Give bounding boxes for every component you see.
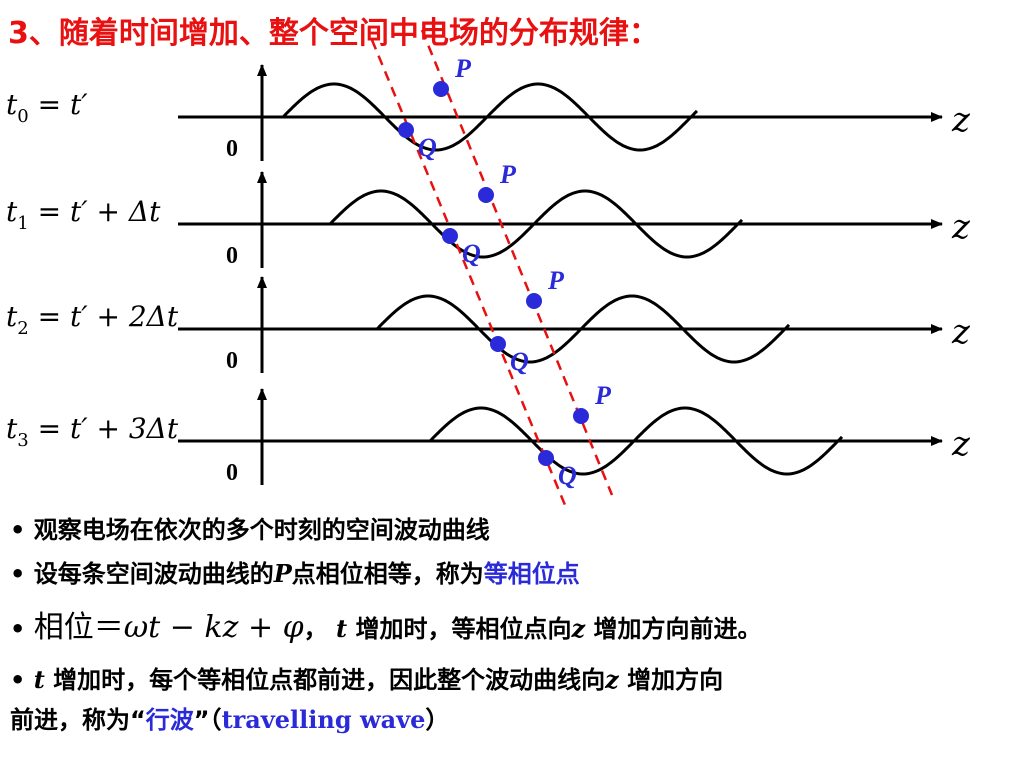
bullet-3-text-mid: 增加时，等相位点向 — [347, 615, 572, 643]
wave-curve-0 — [281, 82, 699, 152]
point-q-label-0: Q — [418, 133, 437, 162]
point-q-3 — [538, 450, 554, 466]
time-label-3: t3 = t′ + 3Δt — [6, 412, 179, 451]
wave-row-3: z 0 t3 = t′ + 3Δt — [6, 388, 971, 486]
wave-row-2: z 0 t2 = t′ + 2Δt — [6, 276, 971, 374]
point-p-label-0: P — [454, 54, 472, 83]
origin-label-1: 0 — [226, 243, 238, 269]
bullet-4-text: 增加时，每个等相位点都前进，因此整个波动曲线向 — [44, 666, 606, 694]
bullet-2-text-pre: 设每条空间波动曲线的 — [33, 560, 274, 588]
bullet-3-z: z — [571, 614, 586, 643]
phase-formula: ωt − kz + φ — [123, 610, 304, 645]
travelling-wave-english: travelling wave — [221, 705, 426, 734]
bullet-2-text-mid: 点相位相等，称为 — [291, 560, 484, 588]
wave-curve-3 — [428, 406, 844, 476]
point-q-label-2: Q — [510, 347, 529, 376]
point-q-label-3: Q — [558, 461, 577, 490]
bullet-1: • 观察电场在依次的多个时刻的空间波动曲线 — [10, 516, 490, 544]
point-q-1 — [442, 228, 458, 244]
wave-row-0: z 0 t0 = t′ — [6, 64, 971, 162]
bullet-5-text-pre: 前进，称为“ — [10, 706, 146, 734]
point-q-label-1: Q — [462, 239, 481, 268]
z-axis-label-3: z — [951, 424, 971, 464]
point-p-label-1: P — [499, 160, 517, 189]
bullet-2-point-p: P — [273, 559, 292, 588]
point-p-0 — [433, 81, 449, 97]
bullet-3-t: t — [336, 614, 348, 643]
equal-phase-line-q — [370, 39, 567, 505]
time-label-1: t1 = t′ + Δt — [6, 195, 161, 234]
bullet-4-text-end: 增加方向 — [618, 666, 724, 694]
bullet-3: • 相位＝ωt − kz + φ， t 增加时，等相位点向z 增加方向前进。 — [10, 610, 762, 645]
origin-label-3: 0 — [226, 460, 238, 486]
point-p-label-2: P — [547, 266, 565, 295]
point-q-0 — [398, 122, 414, 138]
point-p-2 — [526, 293, 542, 309]
z-axis-label-1: z — [951, 207, 971, 247]
travelling-wave-term: 行波 — [145, 706, 194, 734]
origin-label-0: 0 — [226, 136, 238, 162]
point-p-3 — [573, 408, 589, 424]
wave-row-1: z 0 t1 = t′ + Δt — [6, 171, 971, 269]
point-p-label-3: P — [594, 381, 612, 410]
traveling-wave-diagram: z 0 t0 = t′ z 0 t1 = t′ + Δt z 0 t2 = t′ + 2Δt z 0… — [6, 29, 971, 505]
time-label-2: t2 = t′ + 2Δt — [6, 300, 179, 339]
z-axis-label-0: z — [951, 100, 971, 140]
equal-phase-point-term: 等相位点 — [483, 560, 580, 588]
bullet-5-text-end: ） — [425, 706, 450, 734]
slide-title: 3、随着时间增加、整个空间中电场的分布规律： — [8, 16, 659, 51]
wave-curve-1 — [328, 189, 744, 259]
time-label-0: t0 = t′ — [6, 88, 88, 127]
point-p-1 — [478, 187, 494, 203]
bullet-1-text: 观察电场在依次的多个时刻的空间波动曲线 — [33, 516, 490, 544]
origin-label-2: 0 — [226, 348, 238, 374]
bullet-3-comma: ， — [303, 615, 328, 643]
point-q-2 — [490, 336, 506, 352]
bullet-3-text-end: 增加方向前进。 — [585, 615, 762, 643]
phase-label: 相位＝ — [33, 610, 124, 645]
wave-curve-2 — [375, 294, 791, 364]
z-axis-label-2: z — [951, 312, 971, 352]
bullet-5-text-mid: ”（ — [193, 706, 222, 734]
bullet-4-z: z — [605, 665, 619, 694]
bullet-4: • t 增加时，每个等相位点都前进，因此整个波动曲线向z 增加方向 — [10, 665, 724, 694]
bullet-2: • 设每条空间波动曲线的P点相位相等，称为等相位点 — [10, 559, 580, 588]
bullet-4-continued: 前进，称为“行波”（travelling wave） — [10, 700, 449, 735]
bullet-4-t: t — [33, 665, 45, 694]
